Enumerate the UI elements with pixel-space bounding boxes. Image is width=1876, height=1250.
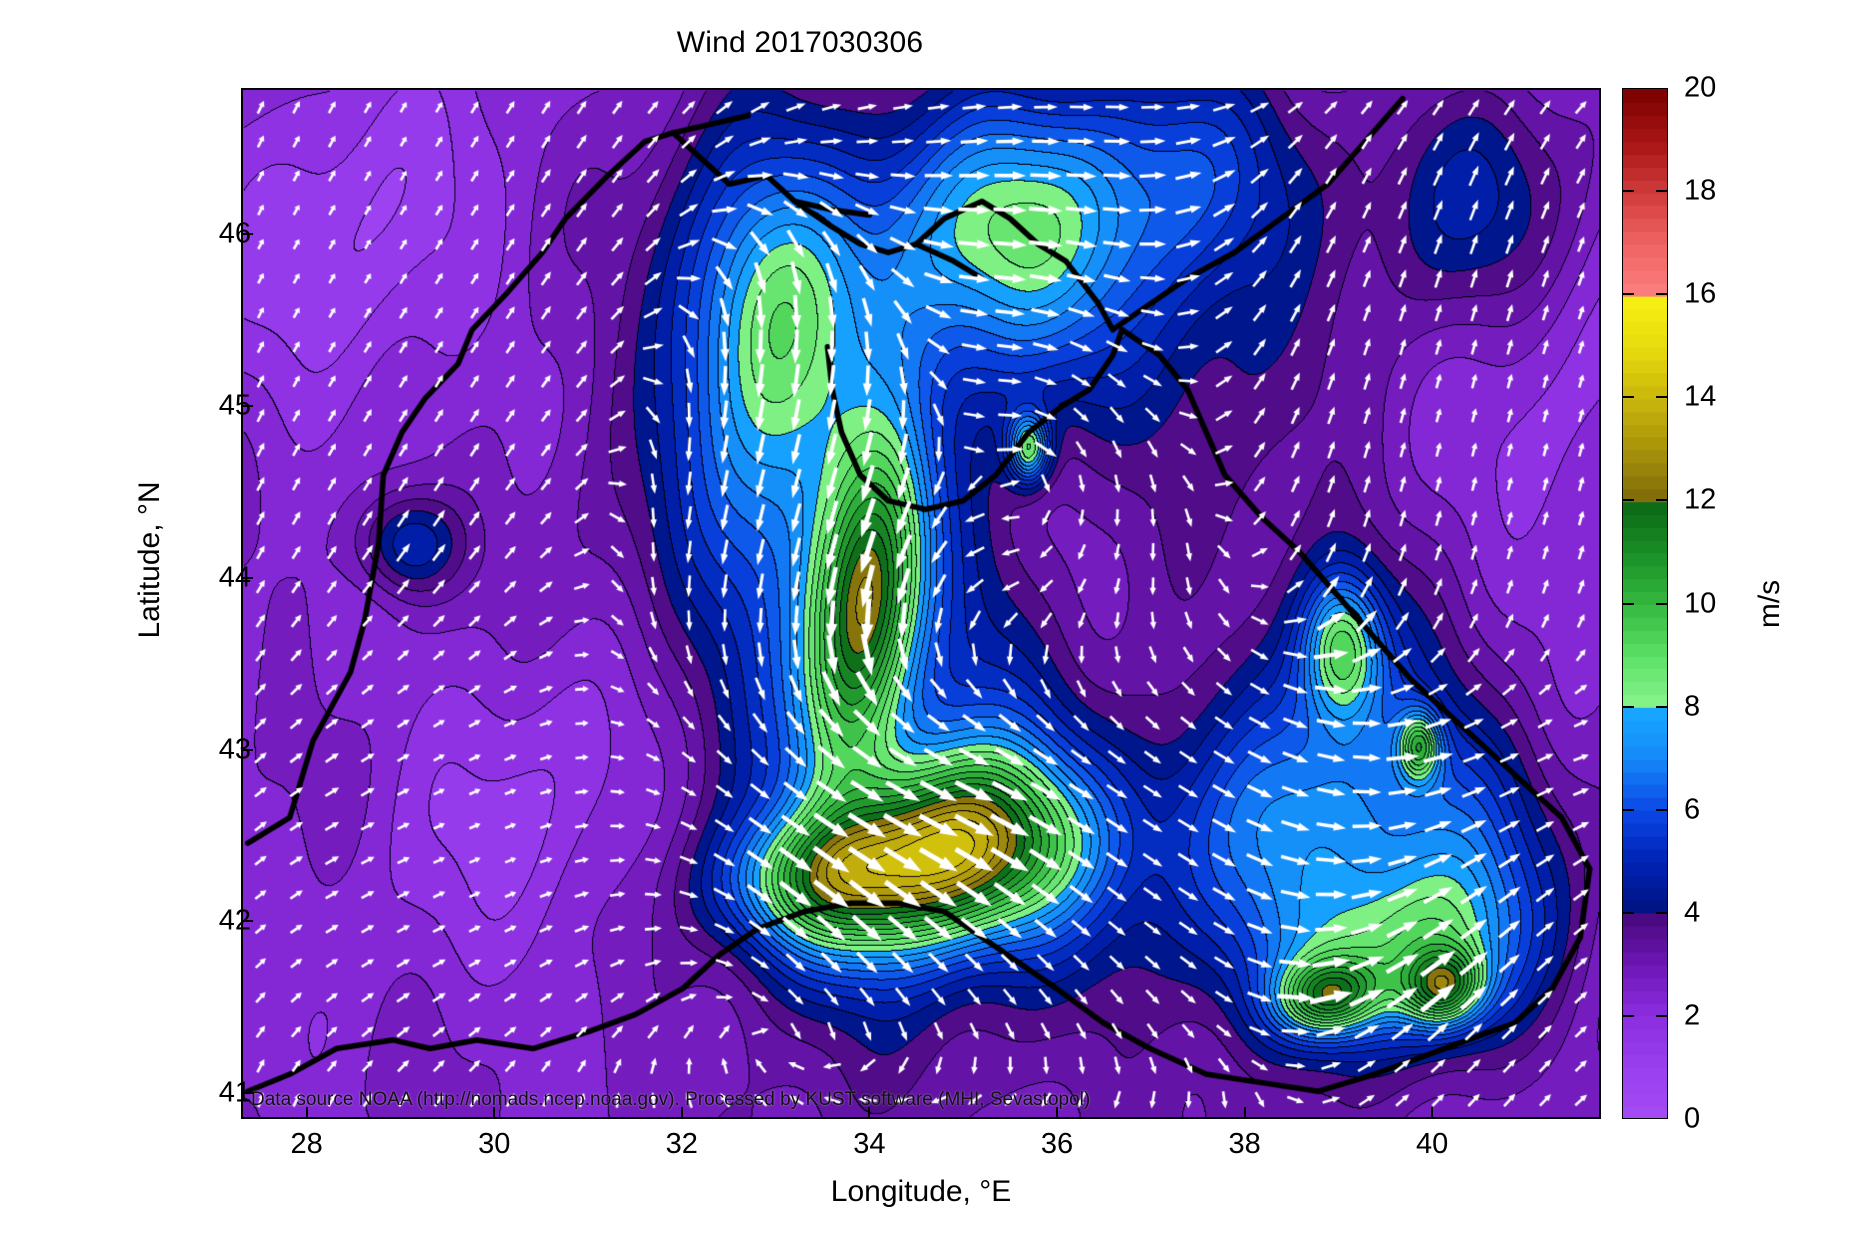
colorbar-tick-mark [1656,911,1667,914]
colorbar-tick-label: 4 [1684,896,1701,929]
y-tick-mark [241,920,253,923]
colorbar-tick-mark [1623,293,1634,296]
y-tick-mark [241,576,253,579]
colorbar-tick-mark [1623,602,1634,605]
x-tick-mark [868,1107,871,1119]
colorbar-tick-mark [1623,1014,1634,1017]
page-title: Wind 2017030306 [676,26,924,59]
x-tick-mark [305,1107,308,1119]
colorbar-tick-mark [1623,705,1634,708]
x-tick-label: 28 [290,1128,323,1160]
colorbar-tick-label: 10 [1684,587,1717,619]
attribution-text: Data source NOAA (http://nomads.ncep.noa… [251,1089,1091,1110]
x-axis-label: Longitude, °E [830,1175,1012,1208]
y-axis-label: Latitude, °N [133,481,166,639]
x-tick-label: 30 [478,1128,511,1160]
colorbar-tick-mark [1656,705,1667,708]
x-tick-mark [1431,1107,1434,1119]
x-tick-mark [1056,1107,1058,1119]
colorbar-tick-mark [1623,808,1634,811]
colorbar-tick-label: 2 [1684,999,1701,1032]
colorbar-tick-mark [1623,911,1634,914]
x-tick-mark [1243,1107,1246,1119]
y-tick-mark [241,233,253,236]
colorbar-tick-mark [1656,499,1667,502]
y-tick-mark [241,748,253,751]
x-tick-label: 36 [1040,1128,1074,1160]
colorbar-tick-mark [1656,602,1667,605]
x-tick-label: 34 [853,1128,886,1160]
colorbar-tick-label: 6 [1684,793,1701,826]
y-tick-mark [241,1092,253,1095]
map-axes: Data source NOAA (http://nomads.ncep.noa… [241,88,1601,1119]
colorbar-tick-label: 18 [1684,174,1717,207]
colorbar-tick-label: 14 [1684,380,1717,413]
x-tick-label: 38 [1228,1128,1261,1160]
colorbar-tick-mark [1623,190,1634,193]
colorbar-tick-mark [1656,190,1667,193]
colorbar-tick-mark [1656,808,1667,811]
colorbar-tick-label: 16 [1684,277,1717,310]
colorbar-tick-label: 12 [1684,483,1717,516]
colorbar-tick-label: 20 [1684,71,1717,104]
colorbar-tick-mark [1656,396,1667,399]
x-tick-label: 32 [665,1128,698,1160]
colorbar-unit-label: m/s [1753,579,1786,629]
colorbar-tick-label: 8 [1684,690,1701,723]
x-tick-label: 40 [1416,1128,1449,1160]
y-tick-mark [241,404,253,407]
colorbar-tick-label: 0 [1684,1102,1701,1135]
colorbar-tick-mark [1656,1014,1667,1017]
x-tick-mark [493,1107,496,1119]
wind-field-canvas [243,90,1599,1117]
colorbar-tick-mark [1623,499,1634,502]
x-tick-mark [680,1107,683,1119]
colorbar-tick-mark [1656,293,1667,296]
colorbar-tick-mark [1623,396,1634,399]
